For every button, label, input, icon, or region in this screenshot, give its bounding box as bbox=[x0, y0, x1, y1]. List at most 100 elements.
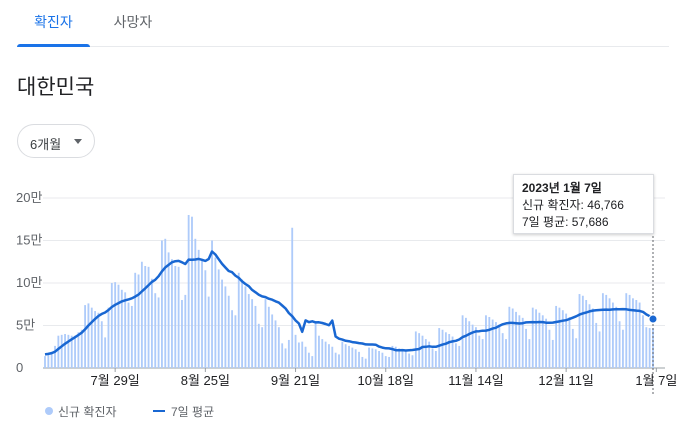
caret-down-icon bbox=[74, 139, 82, 144]
case-bar bbox=[201, 259, 203, 368]
case-bar bbox=[418, 333, 421, 368]
case-bar bbox=[70, 335, 73, 368]
case-bar bbox=[294, 334, 297, 368]
case-bar bbox=[120, 289, 123, 368]
case-bar bbox=[424, 339, 427, 368]
case-bar bbox=[398, 348, 401, 368]
case-bar bbox=[581, 295, 584, 368]
case-bar bbox=[431, 348, 434, 368]
case-bar bbox=[558, 307, 561, 368]
case-bar bbox=[478, 335, 481, 368]
case-bar bbox=[214, 257, 217, 368]
case-bar bbox=[154, 293, 157, 368]
y-tick-label: 10만 bbox=[16, 275, 42, 290]
case-bar bbox=[518, 315, 521, 368]
case-bar bbox=[578, 294, 581, 368]
seven-day-average-line bbox=[44, 250, 654, 356]
case-bar bbox=[344, 344, 347, 368]
case-bar bbox=[161, 240, 163, 368]
case-bar bbox=[511, 308, 514, 368]
case-bar bbox=[351, 347, 354, 368]
tab-bar: 확진자 사망자 bbox=[17, 0, 669, 47]
case-bar bbox=[301, 341, 304, 368]
case-bar bbox=[538, 312, 541, 368]
case-bar bbox=[371, 348, 374, 368]
case-bar bbox=[318, 335, 320, 368]
case-bar bbox=[104, 337, 107, 368]
case-bar bbox=[384, 356, 387, 368]
case-bar bbox=[307, 352, 310, 368]
period-dropdown[interactable]: 6개월 bbox=[17, 124, 95, 158]
case-bar bbox=[434, 351, 437, 368]
case-bar bbox=[114, 282, 117, 368]
chart-tooltip: 2023년 1월 7일 신규 확진자: 46,766 7일 평균: 57,686 bbox=[513, 174, 654, 234]
tooltip-average: 7일 평균: 57,686 bbox=[522, 215, 609, 229]
case-bar bbox=[57, 335, 60, 368]
case-bar bbox=[525, 328, 527, 368]
case-bar bbox=[251, 299, 254, 368]
case-bar bbox=[224, 286, 227, 368]
case-bar bbox=[378, 351, 380, 368]
case-bar bbox=[60, 334, 63, 368]
case-bar bbox=[642, 315, 644, 368]
case-bar bbox=[44, 356, 46, 368]
case-bar bbox=[588, 304, 591, 368]
case-bar bbox=[147, 266, 150, 368]
case-bar bbox=[181, 300, 183, 368]
case-bar bbox=[217, 269, 220, 368]
case-bar bbox=[194, 238, 197, 368]
legend-item-new-cases[interactable]: 신규 확진자 bbox=[45, 403, 117, 420]
x-tick-label: 10월 18일 bbox=[358, 373, 414, 388]
tab-confirmed-cases[interactable]: 확진자 bbox=[17, 0, 90, 47]
case-bar bbox=[150, 278, 153, 368]
case-bar bbox=[428, 341, 431, 368]
case-bar bbox=[311, 356, 314, 368]
case-bar bbox=[615, 306, 618, 368]
case-bar bbox=[234, 315, 237, 368]
case-bar bbox=[191, 216, 193, 368]
case-bar bbox=[488, 317, 491, 368]
case-bar bbox=[585, 300, 588, 368]
case-bar bbox=[441, 329, 444, 368]
case-bar bbox=[391, 345, 394, 368]
case-bar bbox=[54, 345, 56, 368]
case-bar bbox=[555, 305, 558, 368]
case-bar bbox=[591, 308, 594, 368]
case-bar bbox=[411, 355, 414, 368]
case-bar bbox=[561, 310, 564, 368]
case-bar bbox=[595, 322, 598, 368]
case-bar bbox=[485, 315, 487, 368]
cases-chart[interactable]: 0 5만 10만 15만 20만 7월 29일 8월 25일 9월 21일 10월 18일 11… bbox=[0, 170, 681, 395]
tooltip-date: 2023년 1월 7일 bbox=[522, 181, 602, 195]
case-bar bbox=[575, 338, 578, 368]
case-bar bbox=[495, 322, 497, 368]
case-bar bbox=[632, 298, 634, 368]
tab-deaths[interactable]: 사망자 bbox=[113, 14, 153, 30]
case-bar bbox=[271, 314, 274, 368]
case-bar bbox=[611, 302, 614, 368]
case-bar bbox=[107, 307, 110, 368]
case-bar bbox=[117, 284, 120, 368]
case-bar bbox=[408, 353, 411, 368]
legend-item-average[interactable]: 7일 평균 bbox=[153, 403, 214, 420]
case-bar bbox=[281, 343, 284, 368]
case-bar bbox=[361, 356, 364, 368]
case-bar bbox=[244, 286, 247, 368]
hover-point bbox=[648, 314, 658, 324]
x-tick-label: 12월 11일 bbox=[538, 373, 594, 388]
y-tick-label: 0 bbox=[16, 360, 23, 375]
case-bar bbox=[341, 341, 344, 368]
case-bar bbox=[297, 342, 300, 368]
case-bar bbox=[421, 335, 424, 368]
case-bar bbox=[137, 274, 140, 368]
case-bar bbox=[618, 321, 621, 368]
case-bar bbox=[304, 346, 307, 368]
case-bar bbox=[498, 324, 501, 368]
case-bar bbox=[314, 321, 317, 368]
case-bar bbox=[87, 303, 90, 368]
case-bar bbox=[247, 294, 250, 368]
case-bar bbox=[74, 335, 76, 368]
case-bar bbox=[625, 293, 628, 368]
case-bar bbox=[134, 272, 137, 368]
case-bar bbox=[94, 311, 97, 368]
